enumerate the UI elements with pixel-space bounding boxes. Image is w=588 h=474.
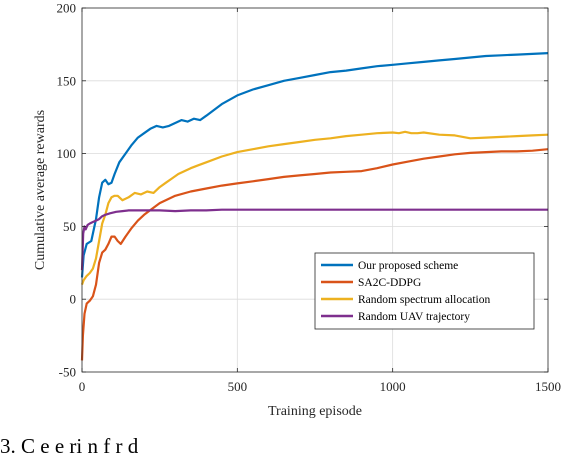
series-line-4	[80, 208, 548, 271]
y-tick-label: -50	[59, 365, 76, 380]
x-tick-label: 1000	[380, 379, 406, 394]
y-tick-label: 200	[57, 1, 77, 16]
x-axis-label: Training episode	[268, 404, 362, 419]
legend-label: Random spectrum allocation	[358, 294, 490, 306]
y-tick-label: 150	[57, 73, 77, 88]
series-line-2	[80, 148, 549, 361]
y-axis-label: Cumulative average rewards	[33, 110, 48, 270]
series-line-3	[80, 130, 549, 285]
series-lines	[80, 52, 549, 361]
legend-label: SA2C-DDPG	[358, 277, 421, 289]
y-tick-label: 100	[57, 146, 77, 161]
series-line-1	[80, 52, 549, 278]
legend-label: Our proposed scheme	[358, 260, 458, 272]
y-tick-label: 50	[63, 219, 76, 234]
legend: Our proposed scheme SA2C-DDPG Random spect…	[314, 252, 535, 330]
x-tick-label: 500	[228, 379, 248, 394]
figure-caption: 3. C e e ri n f r d	[0, 434, 139, 458]
y-tick-label: 0	[70, 292, 77, 307]
plot-frame	[81, 7, 549, 373]
x-tick-label: 0	[79, 379, 86, 394]
legend-label: Random UAV trajectory	[358, 311, 470, 323]
x-tick-label: 1500	[535, 379, 561, 394]
